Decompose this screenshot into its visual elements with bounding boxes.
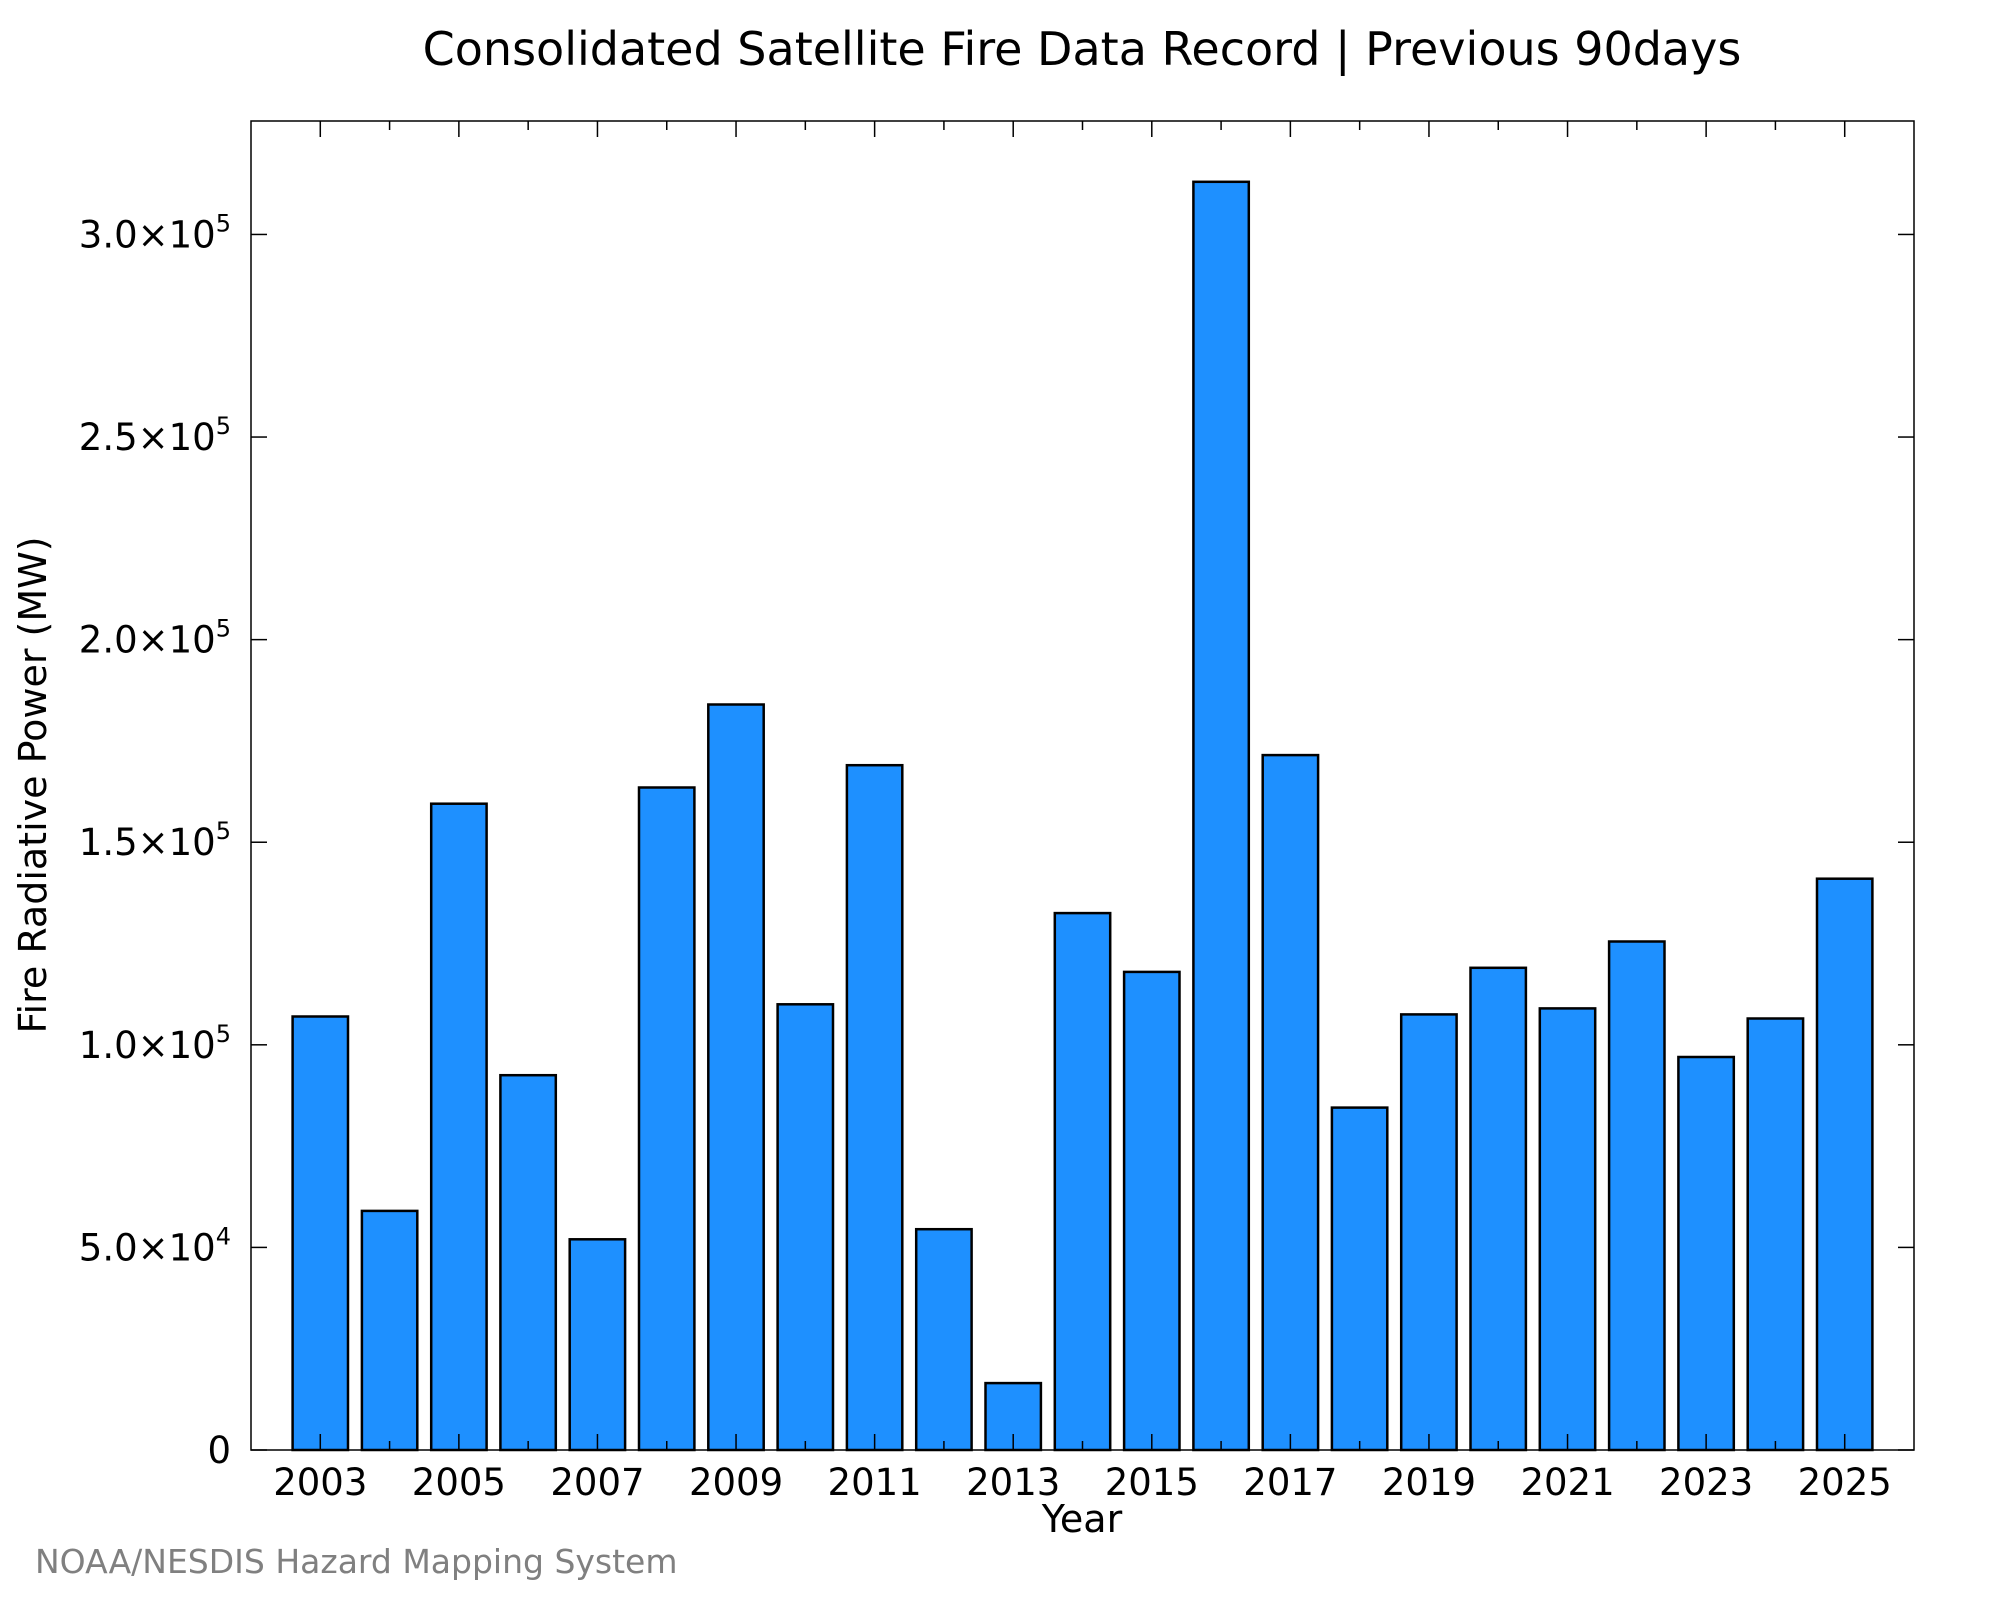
y-tick-exponent: 4 (216, 1222, 231, 1250)
bar-2011 (845, 763, 904, 1452)
y-tick-label: 3.0×105 (79, 209, 231, 256)
bars-layer (291, 180, 1874, 1452)
y-tick-mantissa: 3.0×10 (79, 213, 216, 256)
bar-2022 (1607, 940, 1666, 1452)
bar-2024 (1746, 1017, 1805, 1452)
x-tick-label: 2009 (689, 1461, 783, 1504)
chart-title: Consolidated Satellite Fire Data Record … (423, 22, 1742, 77)
bar-2010 (776, 1003, 835, 1452)
bar-2014 (1053, 911, 1112, 1452)
y-tick-exponent: 5 (216, 615, 231, 643)
y-tick-label: 2.5×105 (79, 412, 231, 459)
y-axis-label: Fire Radiative Power (MW) (11, 536, 55, 1033)
x-tick-label: 2003 (273, 1461, 367, 1504)
x-tick-label: 2025 (1798, 1461, 1892, 1504)
y-tick-label: 5.0×104 (79, 1222, 231, 1269)
x-tick-label: 2021 (1520, 1461, 1614, 1504)
y-tick-label: 1.0×105 (79, 1020, 231, 1067)
y-tick-mantissa: 1.5×10 (79, 821, 216, 864)
y-tick-exponent: 5 (216, 209, 231, 237)
x-tick-label: 2011 (828, 1461, 922, 1504)
x-tick-label: 2007 (550, 1461, 644, 1504)
y-tick-exponent: 5 (216, 1020, 231, 1048)
x-tick-label: 2005 (412, 1461, 506, 1504)
y-tick-label: 1.5×105 (79, 817, 231, 864)
bar-2015 (1122, 970, 1181, 1452)
bar-2025 (1815, 877, 1874, 1452)
x-axis-label: Year (1041, 1497, 1123, 1541)
bar-2019 (1399, 1013, 1458, 1452)
bar-2018 (1330, 1106, 1389, 1452)
y-tick-label: 0 (207, 1429, 231, 1472)
x-tick-label: 2013 (966, 1461, 1060, 1504)
x-tick-label: 2017 (1243, 1461, 1337, 1504)
credit-text: NOAA/NESDIS Hazard Mapping System (35, 1542, 678, 1581)
y-tick-label: 2.0×105 (79, 615, 231, 662)
x-tick-label: 2023 (1659, 1461, 1753, 1504)
y-tick-mantissa: 2.0×10 (79, 619, 216, 662)
x-axis-ticks: 2003 2005 2007 2009 2011 2013 2015 2017 2019 2021… (273, 121, 1892, 1504)
y-tick-exponent: 5 (216, 412, 231, 440)
bar-2021 (1538, 1007, 1597, 1452)
bar-2005 (429, 802, 488, 1452)
bar-2012 (914, 1227, 973, 1452)
bar-2008 (637, 786, 696, 1452)
bar-2003 (291, 1015, 350, 1452)
bar-2017 (1261, 753, 1320, 1452)
bar-2016 (1192, 180, 1251, 1452)
x-tick-label: 2015 (1105, 1461, 1199, 1504)
y-tick-mantissa: 1.0×10 (79, 1024, 216, 1067)
x-tick-label: 2019 (1382, 1461, 1476, 1504)
bar-2007 (568, 1238, 627, 1452)
y-tick-mantissa: 2.5×10 (79, 416, 216, 459)
bar-2004 (360, 1209, 419, 1452)
y-axis-ticks: 05.0×1041.0×1051.5×1052.0×1052.5×1053.0×… (79, 209, 1914, 1472)
bar-2023 (1677, 1055, 1736, 1452)
bar-2006 (499, 1073, 558, 1452)
y-tick-mantissa: 5.0×10 (79, 1226, 216, 1269)
bar-2020 (1469, 966, 1528, 1452)
bar-2009 (707, 703, 765, 1452)
y-tick-mantissa: 0 (207, 1429, 231, 1472)
y-tick-exponent: 5 (216, 817, 231, 845)
